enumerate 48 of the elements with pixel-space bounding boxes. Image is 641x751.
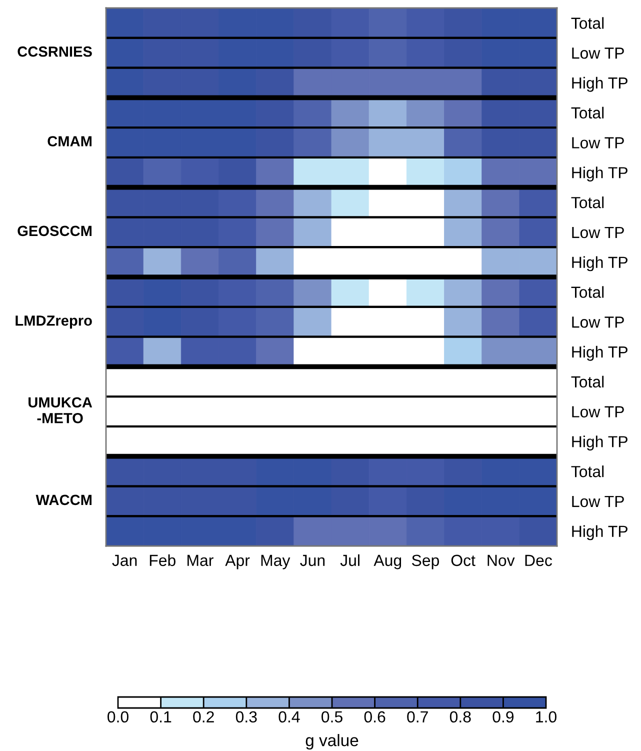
y-tick-label: High TP: [572, 525, 628, 540]
text: UMUKCA -METO: [28, 397, 92, 424]
y-tick-label: Low TP: [572, 226, 624, 238]
x-tick-label: Jan: [112, 554, 137, 566]
color-bar-label: 0.3: [236, 711, 257, 723]
x-tick-label: Feb: [150, 554, 176, 566]
color-bar-title: g value: [306, 734, 358, 750]
color-bar-label: 0.8: [450, 711, 471, 723]
color-bar-label: 0.7: [407, 711, 428, 723]
y-tick-label: High TP: [572, 166, 628, 182]
text: GEOSCCM: [18, 226, 92, 236]
x-tick-label: Nov: [488, 554, 515, 566]
text: CCSRNIES: [18, 46, 92, 57]
y-tick-label: Total: [571, 286, 604, 298]
x-tick-label: Aug: [374, 554, 402, 570]
x-tick-label: Apr: [225, 554, 250, 570]
x-tick-label: May: [261, 554, 290, 570]
y-tick-label: Total: [571, 17, 604, 29]
y-tick-label: Low TP: [572, 316, 624, 328]
y-tick-label: Low TP: [572, 137, 624, 148]
x-tick-label: Oct: [451, 554, 476, 566]
y-tick-label: Low TP: [572, 406, 624, 418]
color-bar-label: 0.9: [492, 711, 514, 723]
text: LMDZrepro: [16, 316, 92, 329]
y-tick-label: Total: [571, 376, 604, 388]
y-tick-label: High TP: [572, 76, 628, 92]
text: WACCM: [36, 494, 92, 506]
y-tick-label: Total: [571, 196, 604, 208]
x-tick-label: Dec: [525, 554, 552, 566]
x-tick-label: Mar: [188, 554, 214, 566]
color-bar-label: 1.0: [536, 711, 556, 723]
color-bar-label: 0.1: [150, 711, 172, 723]
y-tick-label: High TP: [572, 346, 628, 361]
color-bar-label: 0.4: [278, 711, 300, 723]
color-bar-label: 0.2: [193, 711, 214, 723]
text: CMAM: [48, 136, 92, 146]
y-tick-label: Low TP: [572, 48, 624, 59]
y-tick-label: High TP: [572, 436, 628, 450]
x-tick-label: Jul: [340, 554, 360, 566]
y-tick-label: Total: [571, 106, 604, 119]
color-bar-label: 0.5: [322, 711, 342, 723]
x-tick-label: Sep: [412, 554, 439, 570]
y-tick-label: Low TP: [572, 496, 624, 508]
y-tick-label: Total: [571, 465, 604, 478]
color-bar-label: 0.0: [108, 711, 128, 723]
color-bar-label: 0.6: [364, 711, 386, 723]
y-tick-label: High TP: [572, 256, 628, 272]
x-tick-label: Jun: [300, 554, 325, 566]
